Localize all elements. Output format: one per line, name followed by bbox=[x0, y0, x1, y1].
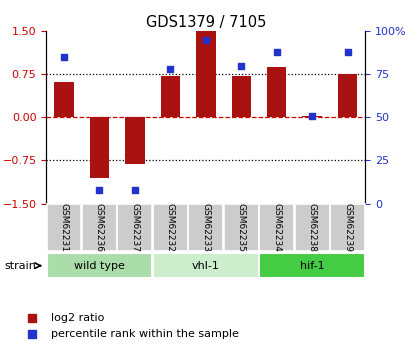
FancyBboxPatch shape bbox=[153, 253, 259, 278]
Bar bbox=[338, 73, 357, 117]
Text: GSM62234: GSM62234 bbox=[272, 203, 281, 252]
Text: GSM62233: GSM62233 bbox=[201, 203, 210, 252]
Bar bbox=[125, 117, 144, 165]
FancyBboxPatch shape bbox=[260, 204, 294, 252]
Bar bbox=[160, 76, 180, 117]
Bar bbox=[267, 67, 286, 117]
Bar bbox=[302, 116, 322, 117]
Bar bbox=[89, 117, 109, 178]
Point bbox=[344, 49, 351, 55]
FancyBboxPatch shape bbox=[295, 204, 330, 252]
Text: strain: strain bbox=[4, 261, 36, 270]
Text: log2 ratio: log2 ratio bbox=[51, 313, 105, 323]
Point bbox=[60, 54, 67, 60]
Text: hif-1: hif-1 bbox=[300, 261, 325, 270]
FancyBboxPatch shape bbox=[47, 253, 152, 278]
Point bbox=[96, 187, 103, 193]
Text: GSM62236: GSM62236 bbox=[95, 203, 104, 252]
Text: GSM62238: GSM62238 bbox=[308, 203, 317, 252]
Text: percentile rank within the sample: percentile rank within the sample bbox=[51, 329, 239, 339]
Point bbox=[273, 49, 280, 55]
FancyBboxPatch shape bbox=[330, 204, 365, 252]
Text: GSM62231: GSM62231 bbox=[60, 203, 68, 252]
FancyBboxPatch shape bbox=[118, 204, 152, 252]
FancyBboxPatch shape bbox=[224, 204, 259, 252]
Point bbox=[238, 63, 244, 68]
Bar bbox=[54, 82, 74, 117]
FancyBboxPatch shape bbox=[153, 204, 188, 252]
FancyBboxPatch shape bbox=[47, 204, 81, 252]
Text: GSM62235: GSM62235 bbox=[237, 203, 246, 252]
Point bbox=[309, 113, 315, 118]
Text: GSM62232: GSM62232 bbox=[166, 203, 175, 252]
Point bbox=[167, 66, 174, 72]
Point bbox=[202, 37, 209, 42]
FancyBboxPatch shape bbox=[189, 204, 223, 252]
Text: GSM62237: GSM62237 bbox=[130, 203, 139, 252]
Text: wild type: wild type bbox=[74, 261, 125, 270]
Title: GDS1379 / 7105: GDS1379 / 7105 bbox=[146, 15, 266, 30]
FancyBboxPatch shape bbox=[82, 204, 117, 252]
Bar bbox=[196, 31, 215, 117]
Text: vhl-1: vhl-1 bbox=[192, 261, 220, 270]
Text: GSM62239: GSM62239 bbox=[343, 203, 352, 252]
Point bbox=[131, 187, 138, 193]
Bar bbox=[231, 76, 251, 117]
FancyBboxPatch shape bbox=[260, 253, 365, 278]
